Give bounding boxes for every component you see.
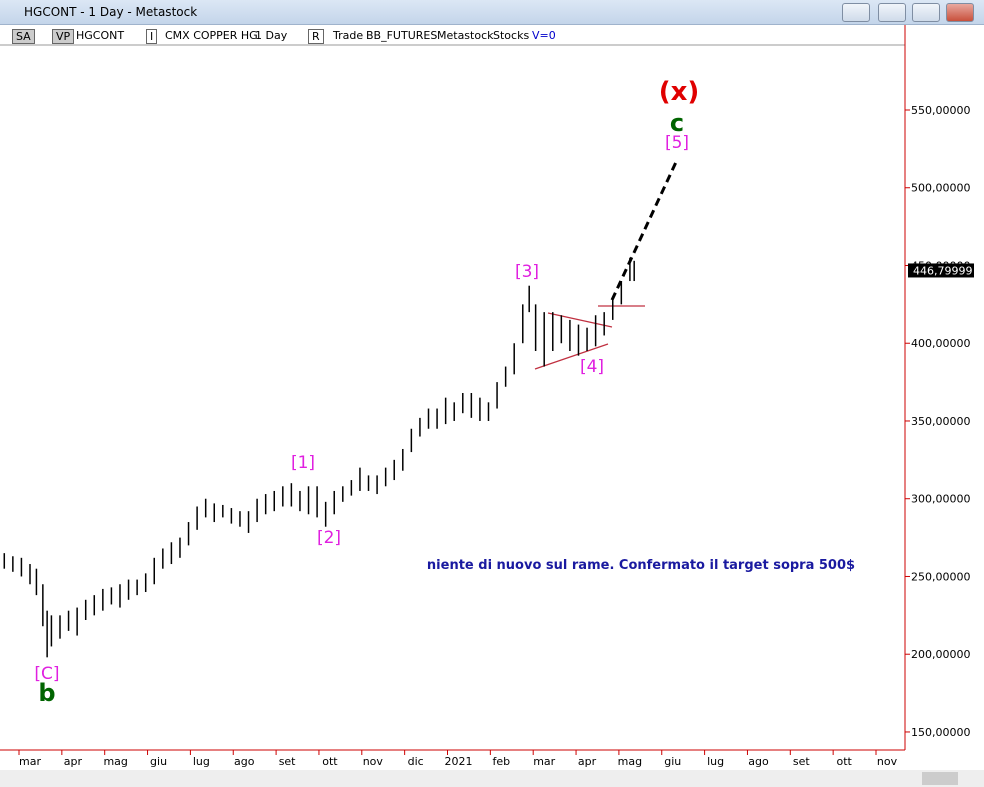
y-tick-label: 150,00000 xyxy=(911,726,971,739)
toolbar-item[interactable]: 1 Day xyxy=(255,29,288,42)
scrollbar[interactable] xyxy=(0,770,984,787)
toolbar-item[interactable]: VP xyxy=(52,29,75,44)
trendline xyxy=(534,343,609,370)
toolbar-item[interactable]: HGCONT xyxy=(76,29,125,42)
x-tick-label: nov xyxy=(877,755,898,768)
y-tick-label: 200,00000 xyxy=(911,648,971,661)
wave-label: [3] xyxy=(515,262,539,282)
close-button[interactable] xyxy=(946,3,974,22)
x-tick-label: lug xyxy=(707,755,724,768)
restore-button[interactable] xyxy=(842,3,870,22)
toolbar-item[interactable]: SA xyxy=(12,29,35,44)
toolbar-item[interactable]: V=0 xyxy=(532,29,556,42)
y-tick-label: 500,00000 xyxy=(911,182,971,195)
title-bar: HGCONT - 1 Day - Metastock xyxy=(0,0,984,25)
chart: (x) c [5] [3] [4] [1] [2] [C] b niente d… xyxy=(0,25,984,787)
x-tick-label: set xyxy=(279,755,296,768)
x-tick-label: ago xyxy=(748,755,769,768)
x-tick-label: mar xyxy=(19,755,41,768)
x-tick-label: apr xyxy=(578,755,597,768)
wave-label: (x) xyxy=(659,77,700,107)
wave-label: [5] xyxy=(665,133,689,153)
y-tick-label: 350,00000 xyxy=(911,415,971,428)
toolbar-item[interactable]: BB_FUTURES xyxy=(366,29,438,42)
maximize-button[interactable] xyxy=(912,3,940,22)
wave-label: [C] xyxy=(34,664,59,684)
x-tick-label: apr xyxy=(64,755,83,768)
x-tick-label: ott xyxy=(322,755,338,768)
wave-label: [4] xyxy=(580,357,604,377)
x-tick-label: giu xyxy=(664,755,681,768)
window-title: HGCONT - 1 Day - Metastock xyxy=(24,5,198,19)
wave-label: [2] xyxy=(317,528,341,548)
toolbar-item[interactable]: Stocks xyxy=(493,29,530,42)
x-tick-label: mar xyxy=(533,755,555,768)
x-tick-label: 2021 xyxy=(444,755,472,768)
x-tick-label: mag xyxy=(103,755,127,768)
x-tick-label: mag xyxy=(618,755,642,768)
x-tick-label: lug xyxy=(193,755,210,768)
y-tick-label: 550,00000 xyxy=(911,104,971,117)
x-tick-label: dic xyxy=(408,755,424,768)
x-tick-label: ott xyxy=(836,755,852,768)
y-tick-label: 250,00000 xyxy=(911,570,971,583)
toolbar: SA VP HGCONT I CMX COPPER HG 1 Day R Tra… xyxy=(0,25,984,45)
minimize-button[interactable] xyxy=(878,3,906,22)
toolbar-item[interactable]: I xyxy=(146,29,158,44)
toolbar-item[interactable]: R xyxy=(308,29,324,44)
toolbar-item[interactable]: CMX COPPER HG xyxy=(165,29,258,42)
trendline xyxy=(547,312,613,328)
x-tick-label: feb xyxy=(493,755,511,768)
x-tick-label: set xyxy=(793,755,810,768)
last-price-label: 446,79999 xyxy=(913,264,973,277)
x-tick-label: nov xyxy=(363,755,384,768)
scroll-thumb[interactable] xyxy=(922,772,958,785)
y-tick-label: 400,00000 xyxy=(911,337,971,350)
y-tick-label: 300,00000 xyxy=(911,493,971,506)
toolbar-item[interactable]: Metastock xyxy=(437,29,494,42)
projection-line xyxy=(610,159,679,301)
x-tick-label: ago xyxy=(234,755,255,768)
x-tick-label: giu xyxy=(150,755,167,768)
toolbar-item[interactable]: Trade xyxy=(333,29,364,42)
wave-label: c xyxy=(670,109,684,137)
wave-label: b xyxy=(38,679,55,707)
annotation: niente di nuovo sul rame. Confermato il … xyxy=(427,558,855,573)
last-price-box xyxy=(908,263,974,278)
wave-label: [1] xyxy=(291,453,315,473)
